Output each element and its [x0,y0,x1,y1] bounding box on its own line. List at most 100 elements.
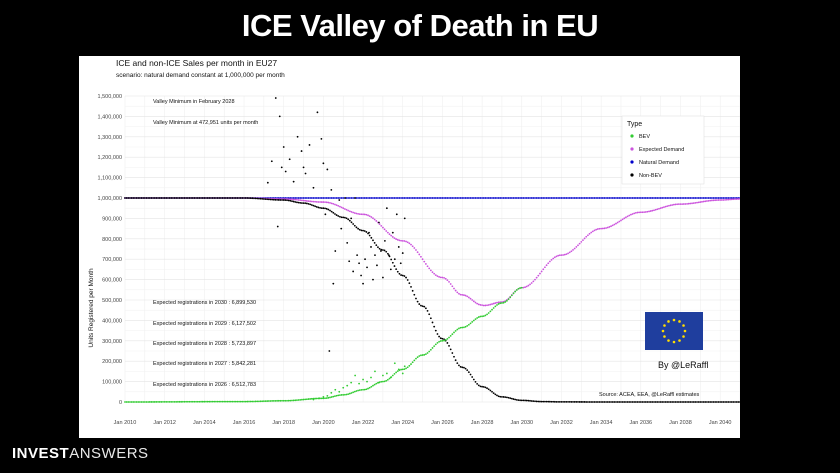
point-non-bev [580,401,583,403]
point-non-bev [676,401,679,403]
point-non-bev [165,197,168,199]
point-expected-demand [593,229,596,232]
point-expected-demand [463,294,465,296]
point-non-bev [616,401,619,403]
point-natural-demand [312,197,315,199]
source-note: Source: ACEA, EEA, @LeRaffl estimates [599,392,699,398]
point-non-bev [672,401,675,403]
point-expected-demand [310,200,313,203]
point-natural-demand [517,197,520,199]
point-natural-demand [593,197,596,199]
point-bev [431,347,434,349]
point-non-bev [448,345,450,347]
point-bev [304,398,307,401]
point-non-bev [499,395,502,398]
point-non-bev [162,197,164,199]
point-bev [517,287,520,290]
point-non-bev [558,400,561,403]
point-non-bev [573,401,576,403]
point-natural-demand [625,197,627,199]
point-expected-demand [431,271,434,274]
point-bev [291,399,293,402]
point-non-bev [436,333,439,335]
point-non-bev [282,199,285,201]
point-non-bev [196,197,199,199]
point-bev [368,386,371,389]
point-non-bev [421,305,424,308]
point-natural-demand [479,197,482,199]
point-expected-demand [347,209,350,212]
point-non-bev [694,401,697,403]
point-non-bev [180,197,183,199]
point-non-bev [368,234,371,237]
point-natural-demand [583,197,586,199]
point-expected-demand [464,294,467,297]
point-natural-demand [426,197,429,199]
actual-point-bev [354,374,357,377]
point-non-bev [562,400,565,403]
point-non-bev [405,276,407,279]
point-expected-demand [582,239,584,242]
point-non-bev [504,396,507,399]
actual-point-bev [370,376,372,379]
point-natural-demand [325,197,328,199]
point-natural-demand [512,197,515,199]
point-expected-demand [302,199,305,202]
point-non-bev [211,197,214,199]
actual-point-non-bev [346,241,349,244]
point-bev [395,371,398,374]
actual-point-non-bev [383,239,386,242]
y-tick-label: 0 [119,400,122,406]
point-expected-demand [643,211,646,214]
point-bev [441,339,444,342]
point-natural-demand [405,197,407,199]
point-expected-demand [296,198,298,201]
point-bev [386,378,389,381]
point-natural-demand [524,197,526,199]
point-expected-demand [539,272,541,275]
point-natural-demand [648,197,650,199]
point-bev [244,400,247,403]
point-natural-demand [393,197,396,199]
point-natural-demand [355,197,358,199]
point-natural-demand [677,197,680,199]
point-natural-demand [525,197,528,199]
point-non-bev [248,197,250,199]
point-non-bev [719,401,722,403]
point-natural-demand [320,197,323,199]
actual-point-non-bev [391,231,394,234]
point-non-bev [348,219,351,222]
point-expected-demand [335,204,338,207]
point-natural-demand [570,197,573,199]
point-natural-demand [618,197,621,199]
point-expected-demand [573,247,576,250]
point-expected-demand [709,199,712,202]
point-expected-demand [656,208,659,211]
point-non-bev [193,197,196,199]
point-bev [277,399,280,402]
point-non-bev [172,197,174,199]
point-expected-demand [707,199,710,202]
point-bev [479,315,482,318]
point-non-bev [550,400,553,403]
point-expected-demand [648,210,650,213]
point-non-bev [654,401,657,403]
actual-point-non-bev [364,258,366,261]
point-non-bev [697,401,700,403]
point-natural-demand [682,197,685,199]
point-natural-demand [669,197,672,199]
point-natural-demand [327,197,330,199]
point-natural-demand [610,197,612,199]
point-expected-demand [649,210,652,212]
point-non-bev [375,244,378,247]
point-natural-demand [310,197,313,199]
point-natural-demand [439,197,442,199]
point-bev [406,366,409,369]
point-bev [142,401,145,403]
point-natural-demand [375,197,378,199]
point-non-bev [138,197,141,199]
legend-title: Type [627,121,642,128]
point-natural-demand [558,197,561,199]
point-non-bev [699,401,702,403]
point-natural-demand [519,197,522,199]
